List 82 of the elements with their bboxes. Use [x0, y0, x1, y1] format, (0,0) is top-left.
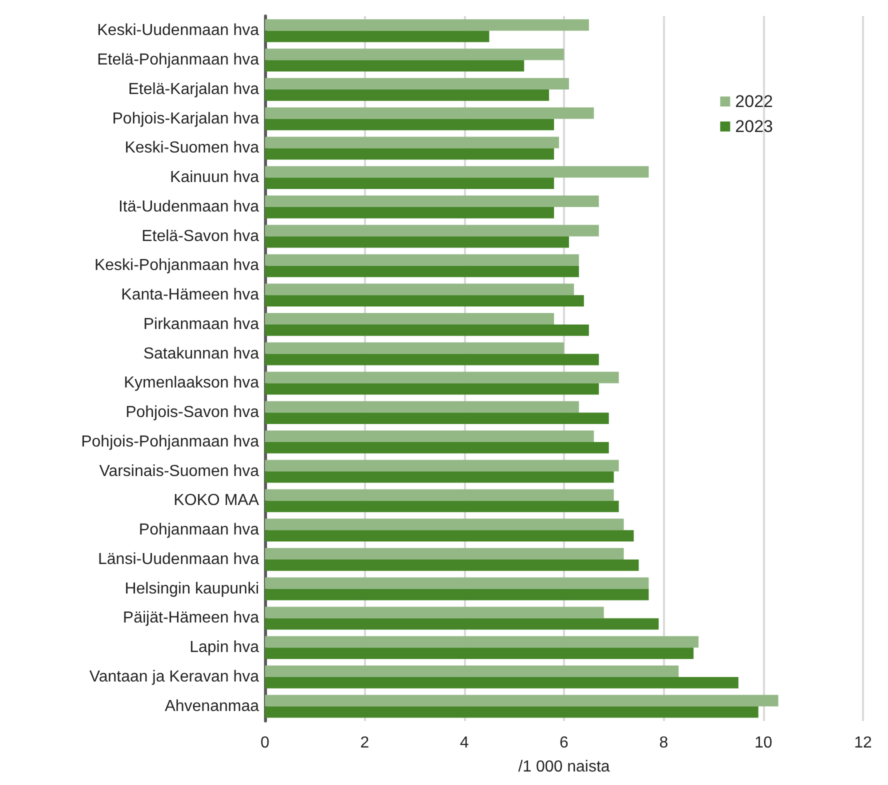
- bar: [265, 342, 564, 354]
- y-tick-label: Pohjois-Karjalan hva: [112, 110, 260, 128]
- bar: [265, 78, 569, 90]
- bar: [265, 284, 574, 296]
- bar: [265, 266, 579, 278]
- bar: [265, 254, 579, 266]
- bar: [265, 706, 758, 718]
- y-tick-label: Etelä-Pohjanmaan hva: [97, 52, 260, 69]
- bar: [265, 489, 614, 501]
- bar: [265, 676, 738, 688]
- bar: [265, 236, 569, 248]
- bar: [265, 636, 699, 648]
- y-tick-label: Helsingin kaupunki: [124, 580, 259, 598]
- bar: [265, 178, 554, 190]
- bar: [265, 530, 634, 542]
- y-tick-label: Ahvenanmaa: [164, 698, 260, 715]
- bar: [265, 648, 694, 660]
- y-tick-label: Keski-Suomen hva: [124, 140, 260, 157]
- bar: [265, 577, 649, 589]
- bar: [265, 148, 554, 160]
- y-tick-label: Lapin hva: [190, 639, 260, 656]
- y-tick-label: Päijät-Hämeen hva: [122, 610, 260, 627]
- bar: [265, 354, 599, 366]
- bar: [265, 118, 554, 130]
- bar: [265, 89, 550, 101]
- y-tick-label: Kymenlaakson hva: [124, 374, 260, 392]
- y-tick-label: Satakunnan hva: [143, 345, 260, 362]
- bar: [265, 401, 579, 413]
- bar: [265, 60, 524, 72]
- bar: [265, 30, 490, 42]
- bar: [265, 19, 589, 31]
- bar: [265, 295, 584, 307]
- bar: [265, 166, 649, 178]
- bar: [265, 372, 619, 384]
- bar: [265, 588, 649, 600]
- y-tick-label: Pohjanmaan hva: [138, 522, 260, 539]
- y-tick-label: Länsi-Uudenmaan hva: [98, 550, 260, 568]
- bar: [265, 694, 778, 706]
- y-tick-label: Vantaan ja Keravan hva: [89, 668, 260, 686]
- bar: [265, 107, 594, 119]
- bar: [265, 136, 560, 148]
- y-tick-label: Varsinais-Suomen hva: [99, 462, 260, 480]
- bar: [265, 618, 659, 630]
- bar: [265, 548, 624, 560]
- x-tick-label: 8: [659, 734, 668, 752]
- bar: [265, 206, 554, 218]
- bar: [265, 195, 599, 207]
- x-tick-label: 2: [360, 734, 370, 752]
- y-tick-label: Keski-Uudenmaan hva: [97, 22, 260, 40]
- bar: [265, 312, 554, 324]
- bar: [265, 518, 624, 530]
- bar: [265, 500, 619, 512]
- bar: [265, 460, 619, 472]
- bar: [265, 383, 599, 395]
- y-tick-label: Kainuun hva: [170, 169, 260, 186]
- bar: [265, 48, 564, 60]
- bar: [265, 412, 609, 424]
- y-tick-label: Etelä-Karjalan hva: [128, 80, 260, 98]
- bar: [265, 471, 614, 483]
- x-tick-label: 0: [260, 734, 270, 752]
- bar: [265, 606, 604, 618]
- bar: [265, 324, 589, 336]
- x-tick-label: 10: [754, 734, 772, 752]
- y-tick-label: Keski-Pohjanmaan hva: [94, 257, 260, 274]
- y-tick-label: KOKO MAA: [174, 492, 260, 510]
- bar: [265, 442, 609, 454]
- bar: [265, 559, 639, 571]
- bar: [265, 430, 594, 442]
- y-tick-label: Pohjois-Savon hva: [126, 404, 260, 422]
- y-tick-label: Kanta-Hämeen hva: [121, 286, 260, 304]
- legend-label: 2023: [735, 117, 774, 136]
- y-tick-label: Itä-Uudenmaan hva: [118, 198, 260, 216]
- legend-label: 2022: [735, 92, 774, 111]
- x-tick-label: 6: [560, 734, 569, 752]
- x-tick-label: 12: [854, 734, 872, 752]
- x-tick-label: 4: [460, 734, 469, 752]
- y-tick-label: Etelä-Savon hva: [142, 228, 260, 245]
- y-tick-label: Pohjois-Pohjanmaan hva: [81, 433, 260, 450]
- x-axis-title: /1 000 naista: [518, 758, 610, 776]
- bar: [265, 665, 679, 677]
- y-tick-label: Pirkanmaan hva: [143, 316, 260, 333]
- bar: [265, 224, 599, 236]
